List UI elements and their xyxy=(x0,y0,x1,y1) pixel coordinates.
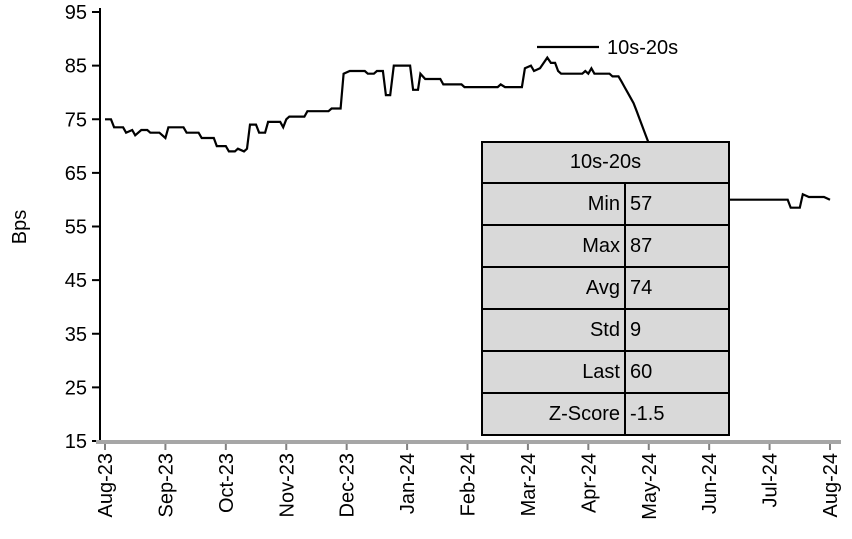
y-tick-label: 65 xyxy=(65,163,87,185)
x-tick-label: Dec-23 xyxy=(337,453,359,517)
y-tick-label: 95 xyxy=(65,2,87,24)
x-tick-label: Jun-24 xyxy=(699,453,721,514)
stat-label: Avg xyxy=(481,266,626,310)
x-tick-label: Jul-24 xyxy=(760,453,782,507)
y-tick-label: 15 xyxy=(65,431,87,453)
y-tick-label: 75 xyxy=(65,109,87,131)
legend-label: 10s-20s xyxy=(607,37,678,59)
x-tick-label: Jan-24 xyxy=(397,453,419,514)
x-tick-label: May-24 xyxy=(639,453,661,520)
stat-value: 87 xyxy=(624,224,730,268)
x-tick-label: Aug-24 xyxy=(820,453,842,518)
y-tick-label: 45 xyxy=(65,270,87,292)
stat-value: 9 xyxy=(624,308,730,352)
stat-label: Last xyxy=(481,350,626,394)
stats-table-title: 10s-20s xyxy=(481,141,730,184)
table-row: Std 9 xyxy=(481,308,730,352)
stats-table-header-row: 10s-20s xyxy=(481,141,730,184)
x-tick-label: Feb-24 xyxy=(458,453,480,516)
x-tick-label: Sep-23 xyxy=(155,453,177,518)
x-tick-label: Apr-24 xyxy=(578,453,600,513)
x-tick-label: Aug-23 xyxy=(95,453,117,518)
y-axis-title: Bps xyxy=(9,210,31,244)
table-row: Max 87 xyxy=(481,224,730,268)
stat-label: Min xyxy=(481,182,626,226)
y-tick-label: 35 xyxy=(65,324,87,346)
stat-label: Max xyxy=(481,224,626,268)
stat-value: 74 xyxy=(624,266,730,310)
table-row: Avg 74 xyxy=(481,266,730,310)
x-tick-label: Nov-23 xyxy=(276,453,298,517)
x-tick-label: Mar-24 xyxy=(518,453,540,516)
table-row: Z-Score -1.5 xyxy=(481,392,730,436)
table-row: Last 60 xyxy=(481,350,730,394)
table-row: Min 57 xyxy=(481,182,730,226)
stat-value: -1.5 xyxy=(624,392,730,436)
stat-label: Z-Score xyxy=(481,392,626,436)
stat-value: 57 xyxy=(624,182,730,226)
stats-table-grid: 10s-20s Min 57 Max 87 Avg 74 Std 9 xyxy=(481,141,730,436)
y-tick-label: 85 xyxy=(65,56,87,78)
stat-value: 60 xyxy=(624,350,730,394)
stat-label: Std xyxy=(481,308,626,352)
y-tick-label: 25 xyxy=(65,377,87,399)
x-tick-label: Oct-23 xyxy=(216,453,238,513)
y-tick-label: 55 xyxy=(65,217,87,239)
stats-table: 10s-20s Min 57 Max 87 Avg 74 Std 9 xyxy=(481,141,730,436)
